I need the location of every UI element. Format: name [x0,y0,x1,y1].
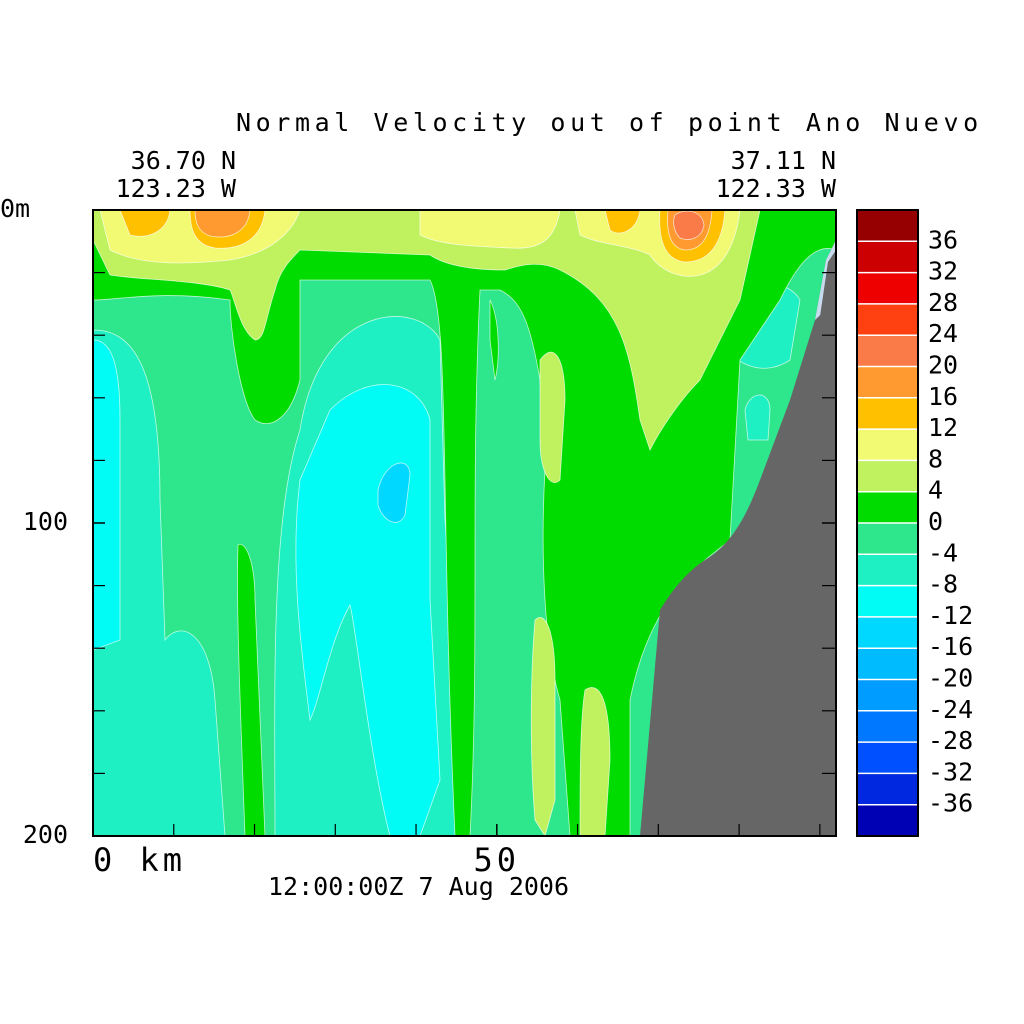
colorbar-bin [857,679,918,711]
colorbar-bin [857,804,918,836]
colorbar-bin [857,710,918,743]
x-tick-label: 0 km [93,841,186,879]
timestamp: 12:00:00Z 7 Aug 2006 [268,872,569,901]
region [377,462,411,523]
colorbar-bin [857,554,918,586]
left-lat: 36.70 N [131,146,236,175]
colorbar-label: -4 [928,538,958,567]
colorbar-label: 16 [928,382,958,411]
colorbar-label: 0 [928,507,943,536]
colorbar-label: -32 [928,757,973,786]
colorbar-label: 4 [928,476,943,505]
colorbar-bin [857,429,918,461]
left-lon: 123.23 W [116,174,237,203]
colorbar-bin [857,272,918,304]
y-tick-label: 200 [23,820,68,849]
colorbar-label: -24 [928,695,973,724]
right-lat: 37.11 N [731,146,836,175]
region [93,329,226,836]
colorbar-bin [857,303,918,336]
right-lon: 122.33 W [716,174,837,203]
colorbar-label: -36 [928,789,973,818]
region [530,617,556,836]
colorbar-label: -12 [928,601,973,630]
colorbar-label: 28 [928,288,958,317]
colorbar-bin [857,585,918,617]
colorbar-bin [857,773,918,805]
colorbar-label: -16 [928,632,973,661]
colorbar-label: 8 [928,444,943,473]
colorbar-bin [857,366,918,398]
region [579,687,611,836]
region [489,299,499,381]
region [539,351,566,483]
colorbar-bin [857,648,918,680]
colorbar-bin [857,616,918,649]
colorbar-label: 24 [928,319,958,348]
region [93,210,761,452]
colorbar-bin [857,491,918,523]
colorbar-label: 20 [928,351,958,380]
colorbar-bin [857,335,918,367]
y-tick-label: 0m [0,194,30,223]
contour-field [93,210,836,836]
colorbar-bin [857,460,918,492]
region [93,339,121,651]
colorbar-label: 12 [928,413,958,442]
x-tick-label: 50 [474,841,521,879]
colorbar-label: -20 [928,664,973,693]
colorbar-frame [856,209,919,837]
region [237,543,266,836]
colorbar-label: -28 [928,726,973,755]
chart-title: Normal Velocity out of point Ano Nuevo [236,108,983,137]
land [818,250,836,836]
region [194,210,251,238]
colorbar-bin [857,523,918,555]
region [744,394,771,441]
land [640,240,836,836]
y-tick-label: 100 [23,507,68,536]
colorbar-label: -8 [928,570,958,599]
colorbar-bin [857,742,918,774]
colorbar-bin [857,397,918,430]
colorbar-bin [857,210,918,242]
colorbar-bin [857,241,918,273]
region [419,210,561,249]
region [673,210,705,240]
colorbar-label: 32 [928,257,958,286]
colorbar-label: 36 [928,225,958,254]
